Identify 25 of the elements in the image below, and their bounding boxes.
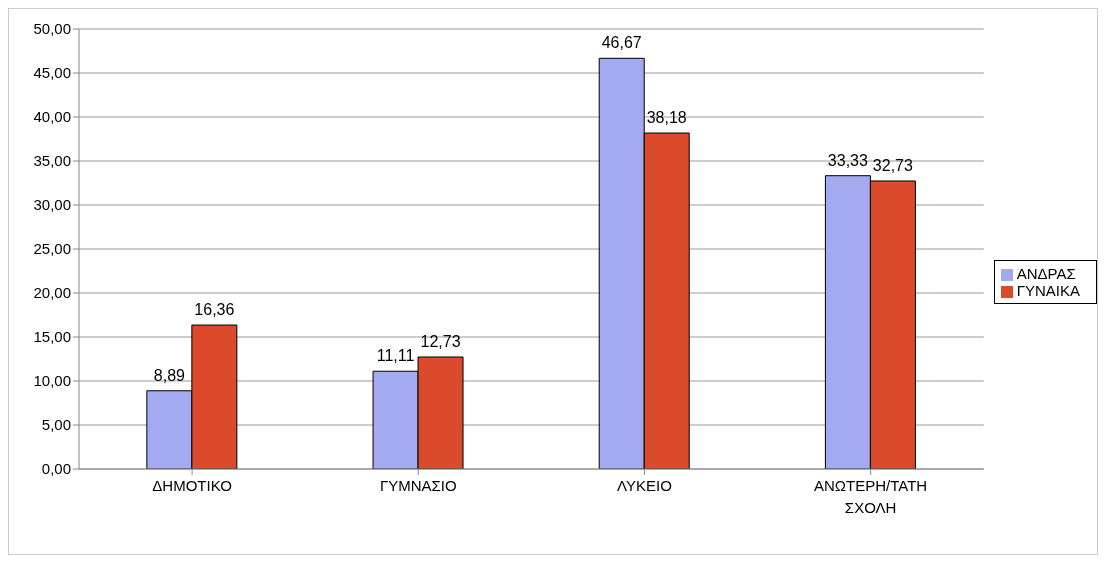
y-tick-label: 35,00 [33,152,71,170]
y-tick-label: 0,00 [41,460,71,478]
y-tick-label: 5,00 [41,416,71,434]
data-label: 38,18 [646,109,687,127]
data-label: 12,73 [420,332,461,350]
x-tick-label: ΓΥΜΝΑΣΙΟ [379,477,457,494]
x-tick-label: ΔΗΜΟΤΙΚΟ [152,477,232,494]
legend-label: ΓΥΝΑΙΚΑ [1016,281,1080,299]
y-tick-label: 10,00 [33,372,71,390]
data-label: 11,11 [376,347,415,365]
data-label: 16,36 [194,301,235,319]
data-label: 33,33 [827,151,869,169]
y-tick-label: 30,00 [33,196,71,214]
y-tick-label: 25,00 [33,240,71,258]
y-tick-label: 20,00 [33,284,71,302]
data-label: 32,73 [872,156,914,174]
y-tick-label: 15,00 [33,328,71,346]
legend-label: ΑΝΔΡΑΣ [1016,264,1076,282]
y-tick-label: 40,00 [33,108,71,126]
data-label: 46,67 [601,34,642,52]
x-tick-label: ΛΥΚΕΙΟ [617,477,672,494]
y-tick-label: 50,00 [33,20,71,38]
y-tick-label: 45,00 [33,64,71,82]
data-label: 8,89 [153,366,186,384]
x-tick-label: ΑΝΩΤΕΡΗ/ΤΑΤΗ ΣΧΟΛΗ [814,477,928,516]
